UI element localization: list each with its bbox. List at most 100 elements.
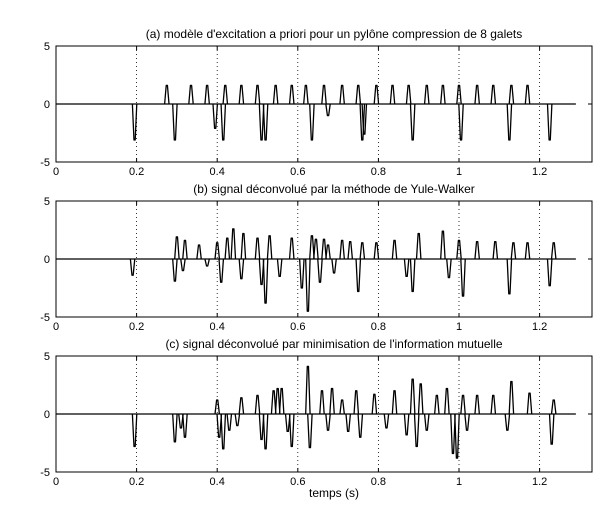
signal-spike (325, 103, 331, 117)
signal-spike (550, 399, 557, 415)
y-tick-label: 0 (44, 254, 50, 266)
x-tick-label: 0.6 (290, 321, 305, 333)
signal-spike (409, 103, 416, 141)
signal-spike (298, 258, 305, 289)
signal-spike (254, 394, 261, 415)
signal-spike (284, 413, 291, 433)
signal-spike (218, 258, 225, 283)
signal-spike (313, 238, 319, 260)
signal-spike (474, 394, 480, 415)
x-tick-label: 0.2 (129, 321, 144, 333)
x-tick-label: 0.4 (210, 476, 225, 488)
signal-spike (508, 84, 515, 105)
x-tick-label: 1 (456, 321, 462, 333)
signal-spike (131, 103, 138, 141)
signal-spike (391, 239, 398, 260)
x-tick-label: 0.6 (290, 476, 305, 488)
x-tick-label: 0.6 (290, 166, 305, 178)
signal-spike (226, 413, 233, 431)
signal-spike (508, 380, 515, 415)
signal-spike (303, 84, 309, 105)
signal-spike (188, 84, 194, 105)
signal-spike (444, 387, 450, 415)
signal-spike (238, 258, 245, 280)
panel-title: (c) signal déconvolué par minimisation d… (165, 337, 502, 351)
panel-a: (a) modèle d'excitation a priori pour un… (40, 27, 593, 178)
x-tick-label: 1.2 (532, 166, 547, 178)
signal-spike (490, 84, 497, 105)
y-tick-label: 0 (44, 99, 50, 111)
signal-spike (357, 413, 364, 438)
signal-spike (254, 84, 261, 105)
signal-spike (262, 103, 269, 141)
signal-spike (490, 394, 497, 415)
signal-spike (373, 84, 380, 105)
signal-spike (174, 236, 180, 260)
signal-spike (272, 84, 279, 105)
x-axis-label: temps (s) (309, 486, 359, 500)
signal-spike (214, 399, 221, 415)
signal-spike (196, 244, 202, 260)
signal-spike (234, 413, 241, 427)
signal-spike (178, 413, 184, 429)
signal-spike (464, 413, 470, 431)
signal-spike (492, 240, 499, 260)
x-tick-label: 0.8 (371, 166, 386, 178)
signal-spike (524, 84, 531, 105)
signal-spike (405, 84, 412, 105)
signal-spike (214, 242, 221, 260)
signal-spike (353, 390, 360, 415)
signal-spike (371, 393, 378, 415)
signal-spike (506, 103, 513, 141)
x-tick-label: 0.2 (129, 166, 144, 178)
signal-spike (220, 413, 227, 450)
signal-spike (238, 84, 245, 105)
x-tick-label: 1.2 (532, 476, 547, 488)
signal-spike (510, 242, 517, 260)
y-tick-label: -5 (40, 467, 50, 479)
signal-spike (321, 84, 327, 105)
signal-spike (305, 365, 311, 415)
signal-spike (409, 258, 416, 293)
signal-spike (325, 413, 331, 431)
signal-spike (423, 84, 430, 105)
signal-spike (258, 413, 265, 441)
signal-spike (355, 258, 362, 293)
signal-spike (240, 232, 247, 260)
signal-spike (456, 239, 462, 260)
signal-spike (262, 413, 269, 450)
signal-spike (339, 239, 345, 260)
signal-spike (329, 387, 335, 415)
signal-spike (524, 242, 531, 260)
signal-spike (309, 235, 315, 260)
signal-spike (458, 103, 464, 141)
signal-spike (460, 394, 466, 415)
signal-spike (131, 413, 138, 448)
y-tick-label: 5 (44, 41, 50, 53)
signal-spike (383, 413, 390, 429)
signal-spike (460, 258, 466, 297)
signal-spike (305, 258, 311, 312)
x-tick-label: 0.4 (210, 321, 225, 333)
signal-spike (254, 237, 261, 260)
signal-spike (433, 394, 440, 415)
signal-spike (182, 239, 188, 260)
signal-spike (526, 392, 533, 415)
signal-spike (504, 413, 511, 431)
signal-spike (319, 390, 325, 415)
signal-spike (474, 240, 480, 260)
signal-spike (409, 378, 416, 415)
signal-spike (347, 240, 354, 260)
signal-spike (345, 413, 352, 433)
signal-spike (321, 238, 327, 260)
signal-spike (339, 399, 345, 415)
signal-spike (403, 258, 410, 278)
y-tick-label: 5 (44, 196, 50, 208)
panel-b: (b) signal déconvolué par la méthode de … (40, 182, 593, 333)
y-tick-label: 0 (44, 409, 50, 421)
signal-spike (230, 228, 237, 260)
signal-spike (172, 103, 178, 141)
signal-spike (546, 258, 553, 287)
x-tick-label: 0 (53, 321, 59, 333)
